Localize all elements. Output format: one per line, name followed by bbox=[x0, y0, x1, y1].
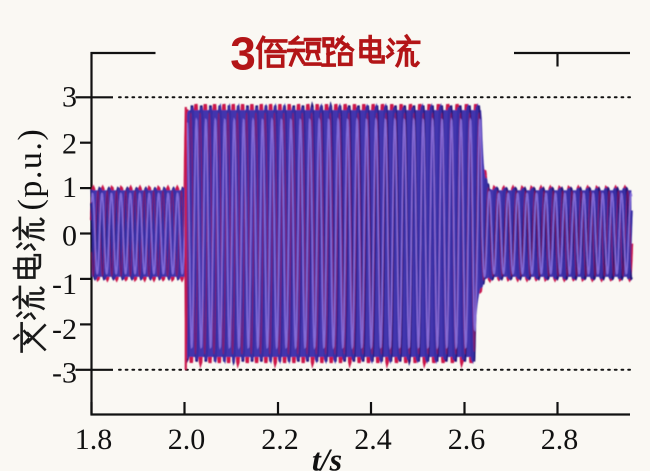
svg-text:1.8: 1.8 bbox=[75, 423, 113, 456]
svg-text:-1: -1 bbox=[52, 268, 77, 301]
svg-text:2.8: 2.8 bbox=[541, 423, 579, 456]
svg-text:(p.u.): (p.u.) bbox=[12, 128, 49, 211]
svg-text:t/s: t/s bbox=[312, 442, 342, 471]
svg-text:0: 0 bbox=[62, 219, 77, 252]
svg-text:2: 2 bbox=[62, 127, 77, 160]
svg-text:2.0: 2.0 bbox=[168, 423, 206, 456]
svg-text:2.4: 2.4 bbox=[354, 423, 392, 456]
svg-text:-3: -3 bbox=[52, 356, 77, 389]
svg-text:3: 3 bbox=[62, 80, 77, 113]
svg-text:3: 3 bbox=[230, 28, 256, 80]
svg-text:2.2: 2.2 bbox=[261, 423, 299, 456]
svg-text:2.6: 2.6 bbox=[448, 423, 486, 456]
svg-text:1: 1 bbox=[62, 171, 77, 204]
svg-text:-2: -2 bbox=[52, 313, 77, 346]
